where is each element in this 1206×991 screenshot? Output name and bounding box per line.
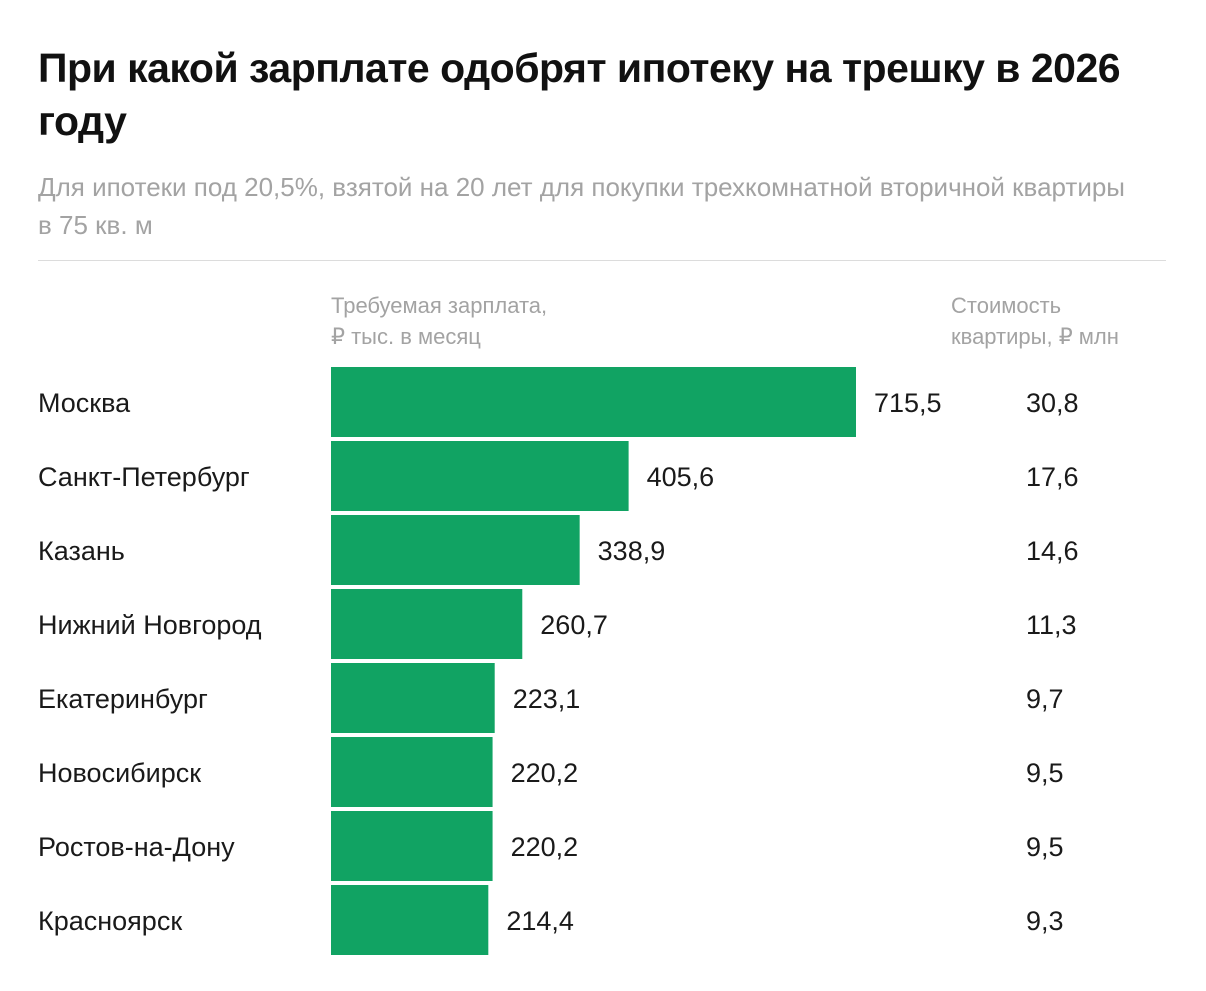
salary-bar [331, 515, 580, 585]
price-header-line2: квартиры, ₽ млн [951, 324, 1119, 349]
salary-bar [331, 367, 856, 437]
price-column-header: Стоимость квартиры, ₽ млн [951, 290, 1181, 352]
price-value-label: 17,6 [1026, 462, 1079, 492]
price-value-label: 9,3 [1026, 906, 1064, 936]
salary-value-label: 220,2 [511, 832, 579, 862]
salary-value-label: 715,5 [874, 388, 942, 418]
header-divider [38, 260, 1166, 261]
city-label: Нижний Новгород [38, 610, 262, 640]
city-label: Ростов-на-Дону [38, 832, 235, 862]
city-label: Красноярск [38, 906, 182, 936]
salary-header-line1: Требуемая зарплата, [331, 293, 548, 318]
price-value-label: 9,7 [1026, 684, 1064, 714]
salary-value-label: 405,6 [647, 462, 715, 492]
city-label: Санкт-Петербург [38, 462, 250, 492]
city-label: Новосибирск [38, 758, 201, 788]
salary-bar [331, 885, 489, 955]
salary-bar [331, 811, 493, 881]
city-label: Казань [38, 536, 125, 566]
price-value-label: 14,6 [1026, 536, 1079, 566]
price-value-label: 9,5 [1026, 758, 1064, 788]
salary-value-label: 260,7 [540, 610, 608, 640]
city-label: Москва [38, 388, 131, 418]
salary-value-label: 223,1 [513, 684, 581, 714]
salary-bar [331, 441, 629, 511]
city-label: Екатеринбург [38, 684, 208, 714]
salary-value-label: 220,2 [511, 758, 579, 788]
salary-header-line2: ₽ тыс. в месяц [331, 324, 481, 349]
salary-value-label: 214,4 [506, 906, 574, 936]
salary-column-header: Требуемая зарплата, ₽ тыс. в месяц [331, 290, 651, 352]
chart-subtitle: Для ипотеки под 20,5%, взятой на 20 лет … [38, 172, 1125, 240]
salary-bar [331, 737, 493, 807]
salary-value-label: 338,9 [598, 536, 666, 566]
price-value-label: 9,5 [1026, 832, 1064, 862]
chart-title: При какой зарплате одобрят ипотеку на тр… [38, 45, 1121, 144]
price-header-line1: Стоимость [951, 293, 1062, 318]
salary-bar [331, 663, 495, 733]
price-value-label: 30,8 [1026, 388, 1079, 418]
salary-bar [331, 589, 523, 659]
price-value-label: 11,3 [1026, 610, 1077, 640]
